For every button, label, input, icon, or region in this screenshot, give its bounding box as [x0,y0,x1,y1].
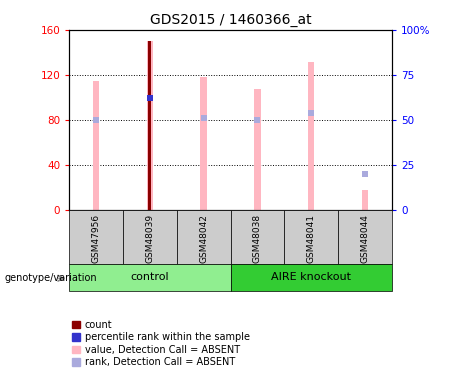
Point [146,95,154,101]
Text: GSM48042: GSM48042 [199,214,208,263]
Legend: count, percentile rank within the sample, value, Detection Call = ABSENT, rank, : count, percentile rank within the sample… [70,317,253,370]
Text: GSM48044: GSM48044 [361,214,369,263]
FancyBboxPatch shape [284,210,338,264]
Bar [147,41,153,210]
Bar [201,77,207,210]
Text: GSM48038: GSM48038 [253,214,262,264]
FancyBboxPatch shape [177,210,230,264]
Text: AIRE knockout: AIRE knockout [271,273,351,282]
Point [200,115,207,121]
Bar [362,190,368,210]
FancyBboxPatch shape [123,210,177,264]
Text: GSM48041: GSM48041 [307,214,316,263]
Point [361,171,369,177]
Bar [148,41,151,210]
Text: GSM48039: GSM48039 [145,214,154,264]
FancyBboxPatch shape [69,264,230,291]
Bar [308,62,314,210]
FancyBboxPatch shape [69,210,123,264]
Point [146,95,154,101]
FancyBboxPatch shape [338,210,392,264]
Point [254,117,261,123]
Point [92,117,100,123]
Bar [93,81,99,210]
Point [307,110,315,116]
FancyBboxPatch shape [230,264,392,291]
Text: GDS2015 / 1460366_at: GDS2015 / 1460366_at [150,13,311,27]
Text: control: control [130,273,169,282]
Text: GSM47956: GSM47956 [92,214,100,264]
Bar [254,88,260,210]
FancyBboxPatch shape [230,210,284,264]
Text: genotype/variation: genotype/variation [5,273,97,283]
